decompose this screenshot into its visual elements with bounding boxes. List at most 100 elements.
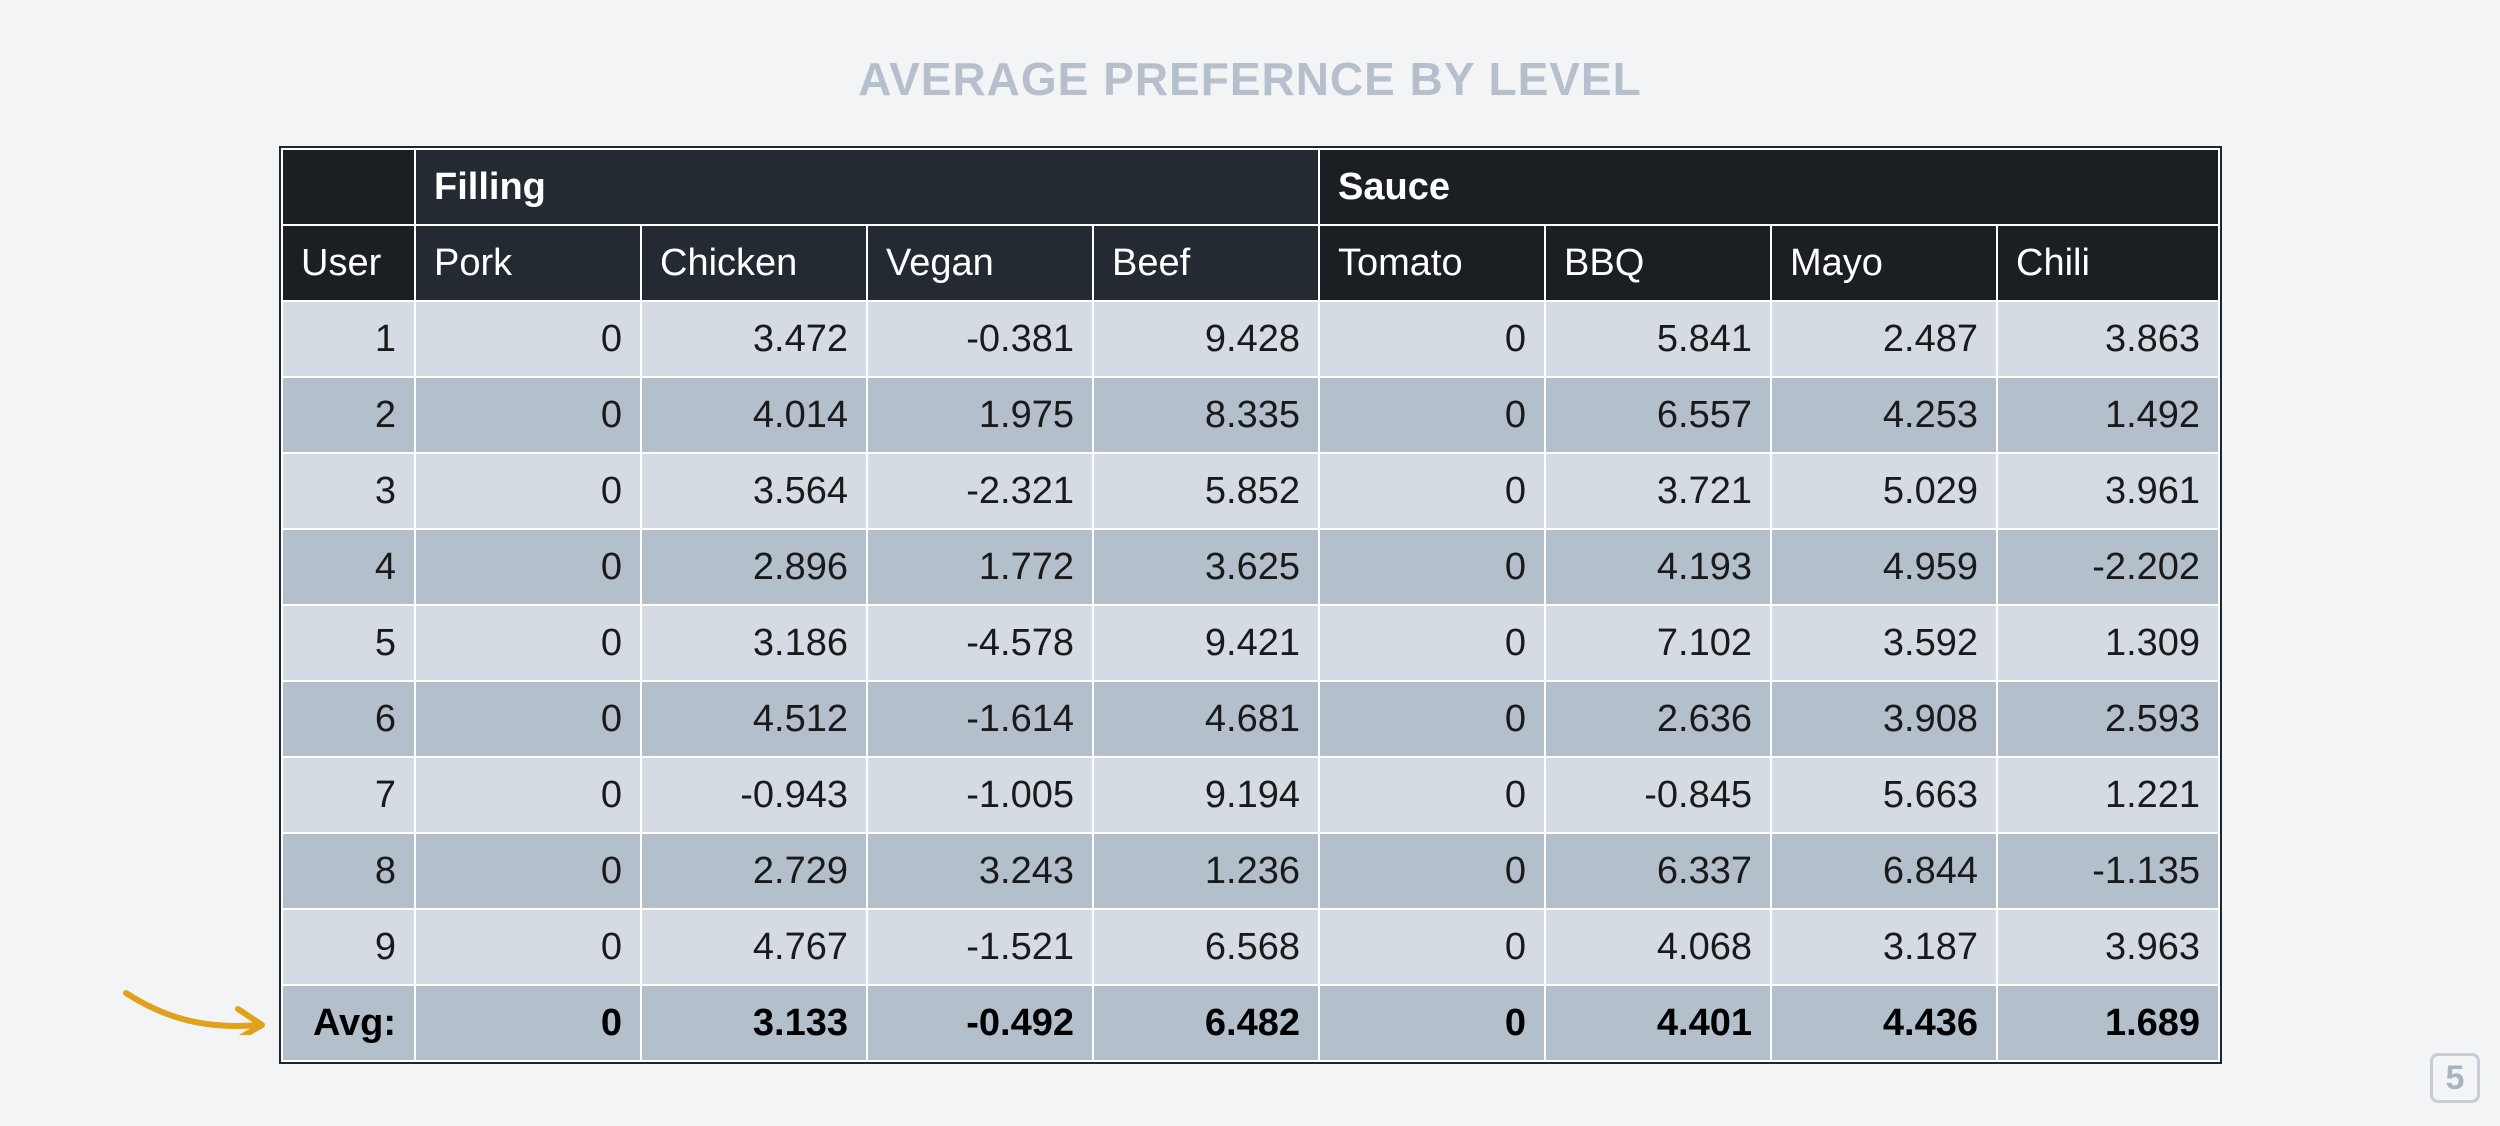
- table-row: 6 0 4.512 -1.614 4.681 0 2.636 3.908 2.593: [281, 680, 2221, 758]
- table-row: 7 0 -0.943 -1.005 9.194 0 -0.845 5.663 1.221: [281, 756, 2221, 834]
- cell-bbq: 6.557: [1544, 376, 1772, 454]
- cell-chili: -2.202: [1995, 528, 2221, 606]
- cell-beef: 6.568: [1092, 908, 1320, 986]
- cell-mayo: 3.187: [1770, 908, 1998, 986]
- cell-mayo: 4.959: [1770, 528, 1998, 606]
- cell-user: 1: [281, 300, 416, 378]
- cell-vegan: -0.381: [866, 300, 1094, 378]
- cell-mayo: 4.253: [1770, 376, 1998, 454]
- cell-tomato: 0: [1318, 756, 1546, 834]
- cell-user: 7: [281, 756, 416, 834]
- cell-chili: 1.492: [1995, 376, 2221, 454]
- cell-mayo: 3.592: [1770, 604, 1998, 682]
- cell-bbq: 5.841: [1544, 300, 1772, 378]
- group-header-sauce: Sauce: [1317, 148, 2221, 226]
- cell-vegan: -2.321: [866, 452, 1094, 530]
- table-row: 1 0 3.472 -0.381 9.428 0 5.841 2.487 3.863: [281, 300, 2221, 378]
- cell-beef: 5.852: [1092, 452, 1320, 530]
- column-header-beef: Beef: [1092, 224, 1320, 302]
- avg-cell-tomato: 0: [1318, 984, 1546, 1062]
- cell-tomato: 0: [1318, 604, 1546, 682]
- column-header-row: User Pork Chicken Vegan Beef Tomato BBQ …: [281, 224, 2221, 302]
- cell-beef: 4.681: [1092, 680, 1320, 758]
- page-title: AVERAGE PREFERNCE BY LEVEL: [858, 53, 1642, 105]
- cell-chili: 3.963: [1995, 908, 2221, 986]
- cell-user: 8: [281, 832, 416, 910]
- cell-user: 6: [281, 680, 416, 758]
- cell-mayo: 5.029: [1770, 452, 1998, 530]
- cell-user: 2: [281, 376, 416, 454]
- table-body: 1 0 3.472 -0.381 9.428 0 5.841 2.487 3.863 2 0 4.01…: [281, 300, 2221, 1062]
- cell-bbq: 7.102: [1544, 604, 1772, 682]
- cell-vegan: 1.975: [866, 376, 1094, 454]
- column-header-vegan: Vegan: [866, 224, 1094, 302]
- cell-user: 9: [281, 908, 416, 986]
- cell-chicken: -0.943: [640, 756, 868, 834]
- table-row: 4 0 2.896 1.772 3.625 0 4.193 4.959 -2.202: [281, 528, 2221, 606]
- avg-cell-bbq: 4.401: [1544, 984, 1772, 1062]
- cell-tomato: 0: [1318, 528, 1546, 606]
- cell-bbq: 2.636: [1544, 680, 1772, 758]
- avg-cell-user: Avg:: [281, 984, 416, 1062]
- cell-bbq: 4.193: [1544, 528, 1772, 606]
- cell-vegan: -1.005: [866, 756, 1094, 834]
- cell-beef: 3.625: [1092, 528, 1320, 606]
- cell-beef: 8.335: [1092, 376, 1320, 454]
- table-row: 8 0 2.729 3.243 1.236 0 6.337 6.844 -1.135: [281, 832, 2221, 910]
- avg-cell-beef: 6.482: [1092, 984, 1320, 1062]
- cell-mayo: 5.663: [1770, 756, 1998, 834]
- cell-pork: 0: [414, 832, 642, 910]
- cell-user: 4: [281, 528, 416, 606]
- cell-bbq: -0.845: [1544, 756, 1772, 834]
- cell-chili: 2.593: [1995, 680, 2221, 758]
- cell-chicken: 4.767: [640, 908, 868, 986]
- cell-vegan: -1.614: [866, 680, 1094, 758]
- cell-bbq: 3.721: [1544, 452, 1772, 530]
- cell-mayo: 2.487: [1770, 300, 1998, 378]
- cell-chicken: 2.729: [640, 832, 868, 910]
- column-header-user: User: [281, 224, 416, 302]
- cell-chicken: 3.472: [640, 300, 868, 378]
- cell-pork: 0: [414, 604, 642, 682]
- cell-chili: -1.135: [1995, 832, 2221, 910]
- cell-vegan: -4.578: [866, 604, 1094, 682]
- cell-mayo: 6.844: [1770, 832, 1998, 910]
- cell-chili: 3.961: [1995, 452, 2221, 530]
- table-row: 3 0 3.564 -2.321 5.852 0 3.721 5.029 3.961: [281, 452, 2221, 530]
- preference-table: Filling Sauce User Pork Chicken Vegan Be…: [278, 146, 2223, 1064]
- cell-pork: 0: [414, 908, 642, 986]
- average-row: Avg: 0 3.133 -0.492 6.482 0 4.401 4.436 1.689: [281, 984, 2221, 1062]
- cell-bbq: 4.068: [1544, 908, 1772, 986]
- cell-chicken: 3.186: [640, 604, 868, 682]
- cell-tomato: 0: [1318, 300, 1546, 378]
- cell-pork: 0: [414, 756, 642, 834]
- arrow-icon: [123, 990, 265, 1035]
- cell-chili: 1.309: [1995, 604, 2221, 682]
- cell-pork: 0: [414, 376, 642, 454]
- avg-cell-chili: 1.689: [1995, 984, 2221, 1062]
- page-number-badge: 5: [2430, 1053, 2480, 1103]
- cell-beef: 9.194: [1092, 756, 1320, 834]
- avg-cell-mayo: 4.436: [1770, 984, 1998, 1062]
- cell-chicken: 3.564: [640, 452, 868, 530]
- cell-pork: 0: [414, 528, 642, 606]
- column-header-pork: Pork: [414, 224, 642, 302]
- table-row: 5 0 3.186 -4.578 9.421 0 7.102 3.592 1.309: [281, 604, 2221, 682]
- cell-chili: 3.863: [1995, 300, 2221, 378]
- cell-pork: 0: [414, 680, 642, 758]
- column-header-tomato: Tomato: [1318, 224, 1546, 302]
- group-header-filling: Filling: [414, 148, 1320, 226]
- corner-cell: [281, 148, 416, 226]
- cell-tomato: 0: [1318, 832, 1546, 910]
- column-header-chicken: Chicken: [640, 224, 868, 302]
- table-row: 2 0 4.014 1.975 8.335 0 6.557 4.253 1.492: [281, 376, 2221, 454]
- cell-chicken: 4.512: [640, 680, 868, 758]
- table-row: 9 0 4.767 -1.521 6.568 0 4.068 3.187 3.963: [281, 908, 2221, 986]
- avg-cell-vegan: -0.492: [866, 984, 1094, 1062]
- cell-tomato: 0: [1318, 452, 1546, 530]
- cell-vegan: -1.521: [866, 908, 1094, 986]
- column-header-chili: Chili: [1995, 224, 2221, 302]
- cell-chicken: 4.014: [640, 376, 868, 454]
- cell-pork: 0: [414, 452, 642, 530]
- cell-user: 3: [281, 452, 416, 530]
